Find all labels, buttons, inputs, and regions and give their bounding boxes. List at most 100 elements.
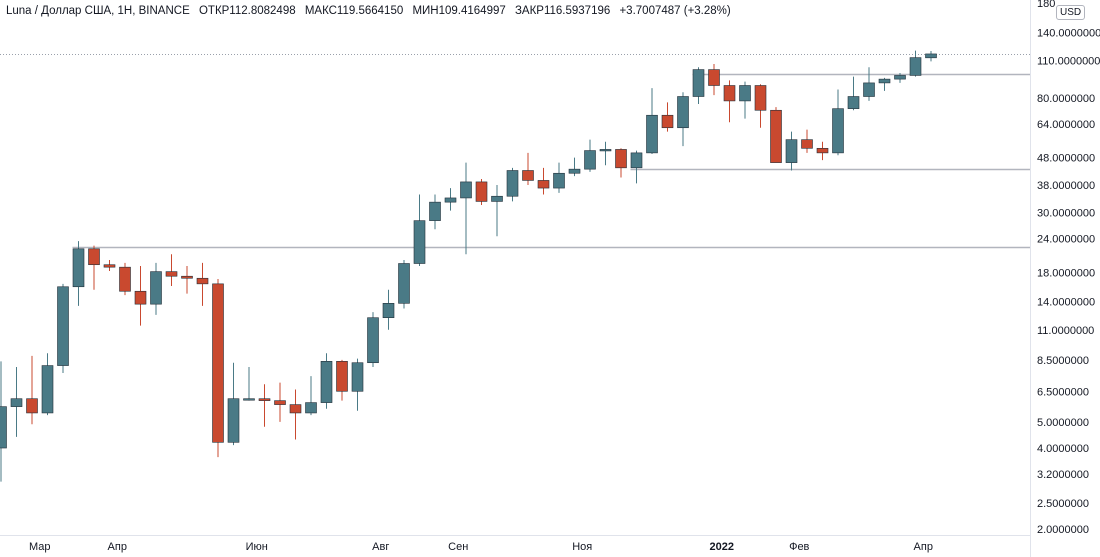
candle xyxy=(537,167,550,195)
candle-body xyxy=(150,271,162,305)
candle xyxy=(26,355,38,425)
legend-symbol[interactable]: Luna / Доллар США, 1Н, BINANCE xyxy=(6,5,190,17)
y-tick-label: 2.5000000 xyxy=(1037,498,1089,510)
currency-badge[interactable]: USD xyxy=(1056,5,1086,20)
candle xyxy=(568,157,581,177)
candle-body xyxy=(336,361,348,392)
y-tick-label: 4.0000000 xyxy=(1037,443,1089,455)
candle-body xyxy=(677,96,689,129)
candle xyxy=(367,312,379,368)
candle-body xyxy=(584,150,596,170)
candle-body xyxy=(413,220,426,264)
candle xyxy=(227,362,240,446)
candle xyxy=(398,259,410,309)
candle-body xyxy=(382,303,395,319)
candle-body xyxy=(212,283,224,443)
candle-body xyxy=(816,147,829,154)
candle-body xyxy=(274,400,286,405)
candle-body xyxy=(41,365,54,414)
candle-body xyxy=(615,149,627,169)
candle xyxy=(863,67,875,101)
candle xyxy=(88,245,100,290)
candle-body xyxy=(103,264,116,268)
candle xyxy=(382,289,395,330)
candle xyxy=(584,139,596,172)
candle xyxy=(630,150,643,184)
candle xyxy=(413,194,426,266)
candle xyxy=(723,80,736,123)
y-tick-label: 6.5000000 xyxy=(1037,386,1089,398)
x-tick-label: Апр xyxy=(108,541,127,553)
y-tick-label: 24.0000000 xyxy=(1037,234,1095,246)
legend-low: МИН109.4164997 xyxy=(412,5,506,17)
candle xyxy=(351,358,364,411)
candle-body xyxy=(568,168,581,174)
candle-body xyxy=(661,114,674,129)
candle xyxy=(801,129,813,153)
horizontal-lines xyxy=(0,54,1030,249)
y-tick-label: 180 xyxy=(1037,0,1055,10)
candle xyxy=(150,262,162,315)
y-tick-label: 18.0000000 xyxy=(1037,267,1095,279)
candle xyxy=(553,162,565,193)
y-tick-label: 14.0000000 xyxy=(1037,297,1095,309)
candle xyxy=(10,367,23,437)
candle-body xyxy=(351,362,364,392)
candle-body xyxy=(491,195,503,202)
candle-body xyxy=(398,263,410,304)
candle-body xyxy=(630,152,643,169)
candle-body xyxy=(181,275,193,279)
candle-body xyxy=(444,197,457,203)
candle xyxy=(57,283,69,374)
candle xyxy=(522,152,534,185)
candle-body xyxy=(832,108,844,154)
candle xyxy=(646,88,658,155)
candle xyxy=(847,76,860,111)
x-tick-label: Апр xyxy=(914,541,933,553)
candle-body xyxy=(57,286,69,366)
candle xyxy=(832,89,844,156)
candle xyxy=(754,84,767,128)
candle-body xyxy=(227,398,240,443)
candle-body xyxy=(0,406,7,449)
candle xyxy=(677,92,689,147)
candle xyxy=(692,67,705,104)
candle-body xyxy=(522,170,534,181)
y-tick-label: 38.0000000 xyxy=(1037,180,1095,192)
candle-body xyxy=(785,139,798,163)
y-tick-label: 11.0000000 xyxy=(1037,325,1094,337)
candle-body xyxy=(305,402,317,414)
candle xyxy=(165,254,178,287)
candle-body xyxy=(289,404,302,414)
y-tick-label: 30.0000000 xyxy=(1037,208,1095,220)
candle-body xyxy=(475,181,488,202)
candle xyxy=(72,241,85,306)
candle xyxy=(770,107,782,163)
candle-body xyxy=(26,398,38,414)
candle-body xyxy=(119,266,131,292)
x-tick-label: Мар xyxy=(29,541,51,553)
candle-body xyxy=(537,180,550,189)
y-tick-label: 80.0000000 xyxy=(1037,93,1095,105)
candle-body xyxy=(134,290,147,305)
candle xyxy=(785,131,798,171)
candle xyxy=(134,265,147,326)
y-tick-label: 110.0000000 xyxy=(1037,56,1100,68)
candle xyxy=(196,262,209,306)
y-tick-label: 64.0000000 xyxy=(1037,119,1095,131)
candle-body xyxy=(863,82,875,97)
candle xyxy=(41,353,54,416)
candle xyxy=(0,361,7,482)
candle-body xyxy=(754,85,767,111)
candle-body xyxy=(506,170,519,197)
candle xyxy=(816,141,829,161)
candle xyxy=(599,141,612,166)
candle-body xyxy=(847,96,860,109)
candle xyxy=(506,167,519,202)
price-axis: 180 140.0000000 110.0000000 80.0000000 64.00… xyxy=(1030,0,1100,557)
x-tick-label: Ноя xyxy=(572,541,592,553)
candle xyxy=(289,389,302,440)
legend-close: ЗАКР116.5937196 xyxy=(514,5,611,17)
x-tick-label: 2022 xyxy=(710,541,734,553)
